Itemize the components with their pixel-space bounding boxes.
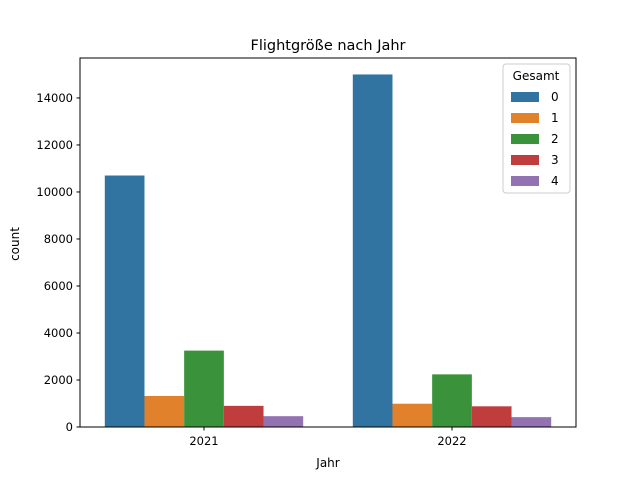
legend-label-3: 3	[551, 153, 559, 167]
legend-swatch-2	[511, 134, 539, 144]
bar-2022-series-4	[511, 417, 552, 427]
y-tick-label: 14000	[36, 91, 73, 105]
bar-2022-series-3	[471, 406, 512, 427]
x-tick-label: 2022	[437, 434, 466, 448]
x-axis-label: Jahr	[315, 456, 339, 470]
legend-label-2: 2	[551, 132, 559, 146]
bars-group	[104, 74, 552, 427]
legend-title: Gesamt	[513, 69, 560, 83]
plot-frame	[79, 57, 577, 428]
chart-title: Flightgröße nach Jahr	[250, 38, 405, 54]
legend-swatch-1	[511, 113, 539, 123]
legend-box	[502, 63, 571, 194]
y-tick-label: 6000	[44, 279, 73, 293]
legend: Gesamt 0 1 2 3 4	[502, 63, 571, 194]
legend-swatch-4	[511, 176, 539, 186]
y-axis-label: count	[8, 227, 22, 261]
legend-label-1: 1	[551, 111, 559, 125]
legend-label-4: 4	[551, 174, 559, 188]
bar-2021-series-2	[184, 350, 224, 427]
x-axis-ticks: 2021 2022	[189, 427, 467, 448]
bar-2022-series-0	[352, 74, 393, 427]
y-tick-label: 4000	[44, 326, 73, 340]
legend-items: 0 1 2 3 4	[511, 90, 559, 188]
x-tick-label: 2021	[189, 434, 218, 448]
legend-swatch-3	[511, 155, 539, 165]
bar-2021-series-0	[104, 175, 145, 427]
bar-2021-series-3	[223, 405, 264, 427]
legend-label-0: 0	[551, 90, 559, 104]
y-tick-label: 12000	[36, 138, 73, 152]
bar-2021-series-1	[144, 395, 185, 427]
y-tick-label: 0	[66, 420, 73, 434]
y-axis-ticks: 0 2000 4000 6000 8000 10000 12000 14000	[36, 91, 80, 434]
bar-2022-series-1	[392, 403, 433, 427]
bar-2021-series-4	[263, 416, 304, 427]
bar-2022-series-2	[432, 374, 472, 427]
y-tick-label: 10000	[36, 185, 73, 199]
y-tick-label: 8000	[44, 232, 73, 246]
y-tick-label: 2000	[44, 373, 73, 387]
legend-swatch-0	[511, 92, 539, 102]
